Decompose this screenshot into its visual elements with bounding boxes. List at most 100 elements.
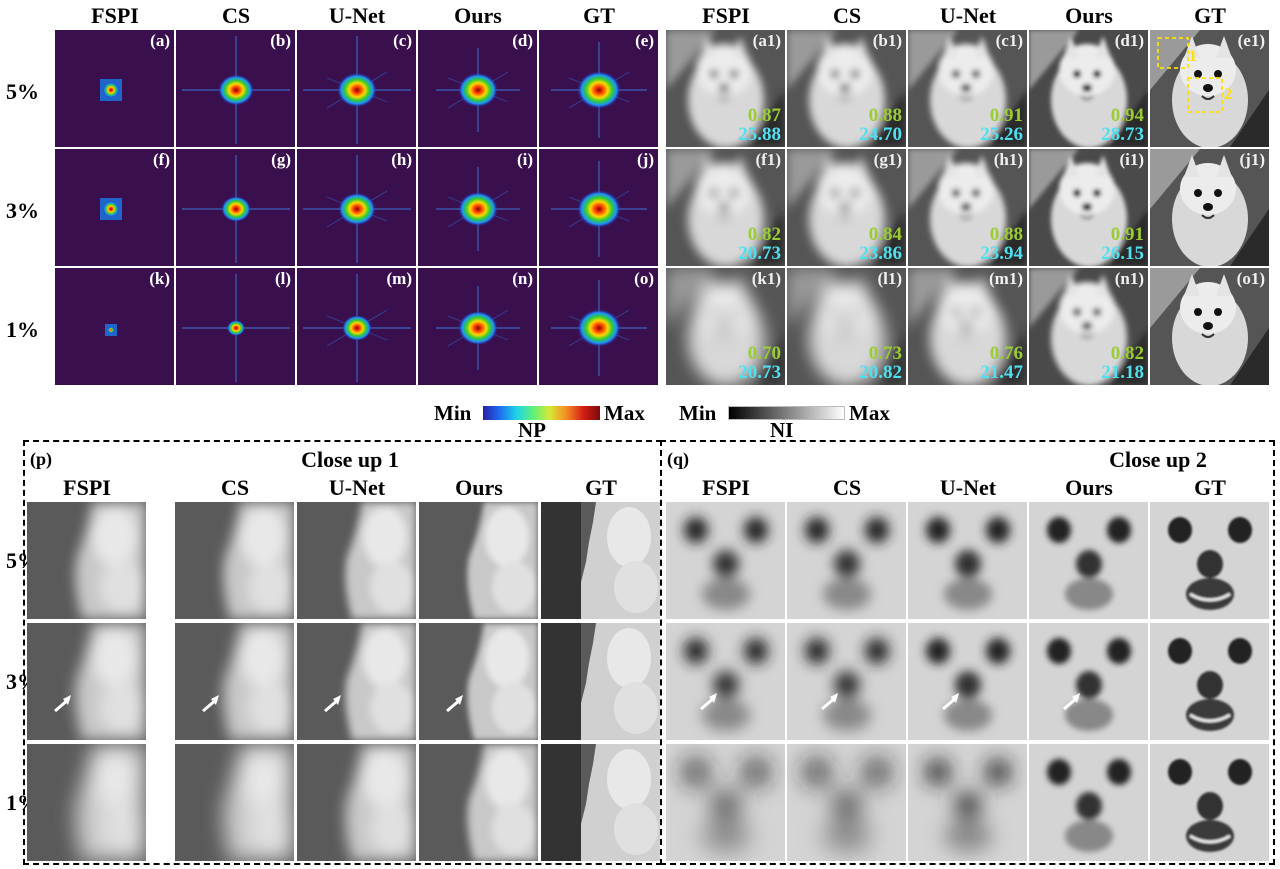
- closeup1-image: [27, 744, 146, 861]
- closeup2-tile: [1150, 502, 1269, 619]
- closeup1-image: [27, 502, 146, 619]
- ssim-value: 0.82: [747, 224, 781, 245]
- header-gt-np: GT: [583, 3, 615, 28]
- ni-tile-tag: (g1): [873, 150, 902, 169]
- closeup1-tile: [297, 502, 416, 619]
- psnr-value: 20.82: [859, 362, 902, 383]
- np-spectrum: [418, 268, 537, 385]
- np-spectrum: [176, 30, 295, 147]
- closeup1-image: [541, 502, 660, 619]
- np-colorbar-name: NP: [518, 418, 546, 442]
- np-tile-tag: (e): [635, 31, 654, 50]
- np-spectrum: [539, 30, 658, 147]
- ni-tile-tag: (e1): [1237, 31, 1265, 50]
- cu1-header-ours: Ours: [455, 475, 503, 500]
- ni-tile-tag: (n1): [1114, 269, 1144, 288]
- closeup1-tile: [27, 502, 146, 619]
- header-gt-ni: GT: [1194, 3, 1226, 28]
- ni-tile-tag: (o1): [1236, 269, 1265, 288]
- ni-tile: (l1) 0.73 20.82: [787, 268, 906, 385]
- closeup2-image: [787, 744, 906, 861]
- ni-tile: (a1) 0.87 25.88: [666, 30, 785, 147]
- closeup1-image: [297, 744, 416, 861]
- np-tile-tag: (i): [516, 150, 533, 169]
- closeup2-image: [666, 744, 785, 861]
- closeup1-image: [175, 744, 294, 861]
- closeup2-tile: [1150, 623, 1269, 740]
- np-tile-tag: (b): [270, 31, 291, 50]
- closeup2-tile: [787, 502, 906, 619]
- np-spectrum: [418, 30, 537, 147]
- closeup2-image: [1029, 744, 1148, 861]
- psnr-value: 23.94: [980, 243, 1023, 264]
- cu2-header-gt: GT: [1194, 475, 1226, 500]
- np-tile: (e): [539, 30, 658, 147]
- np-tile: (b): [176, 30, 295, 147]
- ni-tile: (n1) 0.82 21.18: [1029, 268, 1148, 385]
- ni-tile-tag: (b1): [872, 31, 902, 50]
- closeup2-tile: [908, 744, 1027, 861]
- gt-box-label-1: 1: [1189, 48, 1197, 65]
- np-tile: (f): [55, 149, 174, 266]
- dog-image: [1150, 149, 1269, 266]
- ni-tile-tag: (l1): [877, 269, 902, 288]
- ssim-value: 0.87: [747, 105, 781, 126]
- np-spectrum: [297, 149, 416, 266]
- dog-image: [666, 149, 785, 266]
- np-tile-tag: (f): [153, 150, 170, 169]
- closeup1-tile: [541, 502, 660, 619]
- closeup2-image: [908, 623, 1027, 740]
- dog-image: [1150, 30, 1269, 147]
- closeup2-image: [666, 623, 785, 740]
- closeup1-image: [297, 502, 416, 619]
- dog-image: [1029, 268, 1148, 385]
- dog-image: [787, 149, 906, 266]
- ni-tile: (f1) 0.82 20.73: [666, 149, 785, 266]
- dog-image: [666, 30, 785, 147]
- np-spectrum: [55, 30, 174, 147]
- cu1-header-unet: U-Net: [328, 475, 386, 500]
- psnr-value: 20.73: [738, 243, 781, 264]
- ni-tile: (g1) 0.84 23.86: [787, 149, 906, 266]
- row-label-1: 1%: [6, 317, 39, 342]
- closeup2-tile: [666, 502, 785, 619]
- np-spectrum: [418, 149, 537, 266]
- closeup1-tile: [419, 744, 538, 861]
- ni-tile-tag: (j1): [1239, 150, 1265, 169]
- psnr-value: 20.73: [738, 362, 781, 383]
- closeup2-tile: [908, 502, 1027, 619]
- psnr-value: 24.70: [859, 124, 902, 145]
- closeup1-tile: [419, 623, 538, 740]
- np-tile: (h): [297, 149, 416, 266]
- closeup2-image: [787, 623, 906, 740]
- closeup2-image: [1150, 623, 1269, 740]
- closeup2-image: [1029, 623, 1148, 740]
- closeup1-tile: [541, 744, 660, 861]
- ssim-value: 0.73: [868, 343, 902, 364]
- dog-image: [1029, 30, 1148, 147]
- psnr-value: 23.86: [859, 243, 902, 264]
- ni-tile: 1 2 (e1): [1150, 30, 1269, 147]
- closeup1-tile: [175, 502, 294, 619]
- closeup1-tile: [27, 744, 146, 861]
- np-tile: (o): [539, 268, 658, 385]
- ni-tile-tag: (d1): [1114, 31, 1144, 50]
- ni-tile: (m1) 0.76 21.47: [908, 268, 1027, 385]
- closeup1-tile: [541, 623, 660, 740]
- ni-tile-tag: (c1): [995, 31, 1023, 50]
- closeup2-image: [1029, 502, 1148, 619]
- np-tile: (d): [418, 30, 537, 147]
- ni-tile-tag: (h1): [993, 150, 1023, 169]
- np-spectrum: [55, 268, 174, 385]
- ni-tile: (d1) 0.94 28.73: [1029, 30, 1148, 147]
- cu1-header-cs: CS: [220, 475, 250, 500]
- closeup1-image: [175, 623, 294, 740]
- np-tile-tag: (c): [393, 31, 412, 50]
- closeup1-image: [27, 623, 146, 740]
- np-tile-tag: (j): [637, 150, 654, 169]
- np-colorbar-max: Max: [604, 401, 645, 425]
- ni-tile-tag: (k1): [751, 269, 781, 288]
- closeup1-tile: [27, 623, 146, 740]
- header-fspi-ni: FSPI: [702, 3, 750, 28]
- np-spectrum: [55, 149, 174, 266]
